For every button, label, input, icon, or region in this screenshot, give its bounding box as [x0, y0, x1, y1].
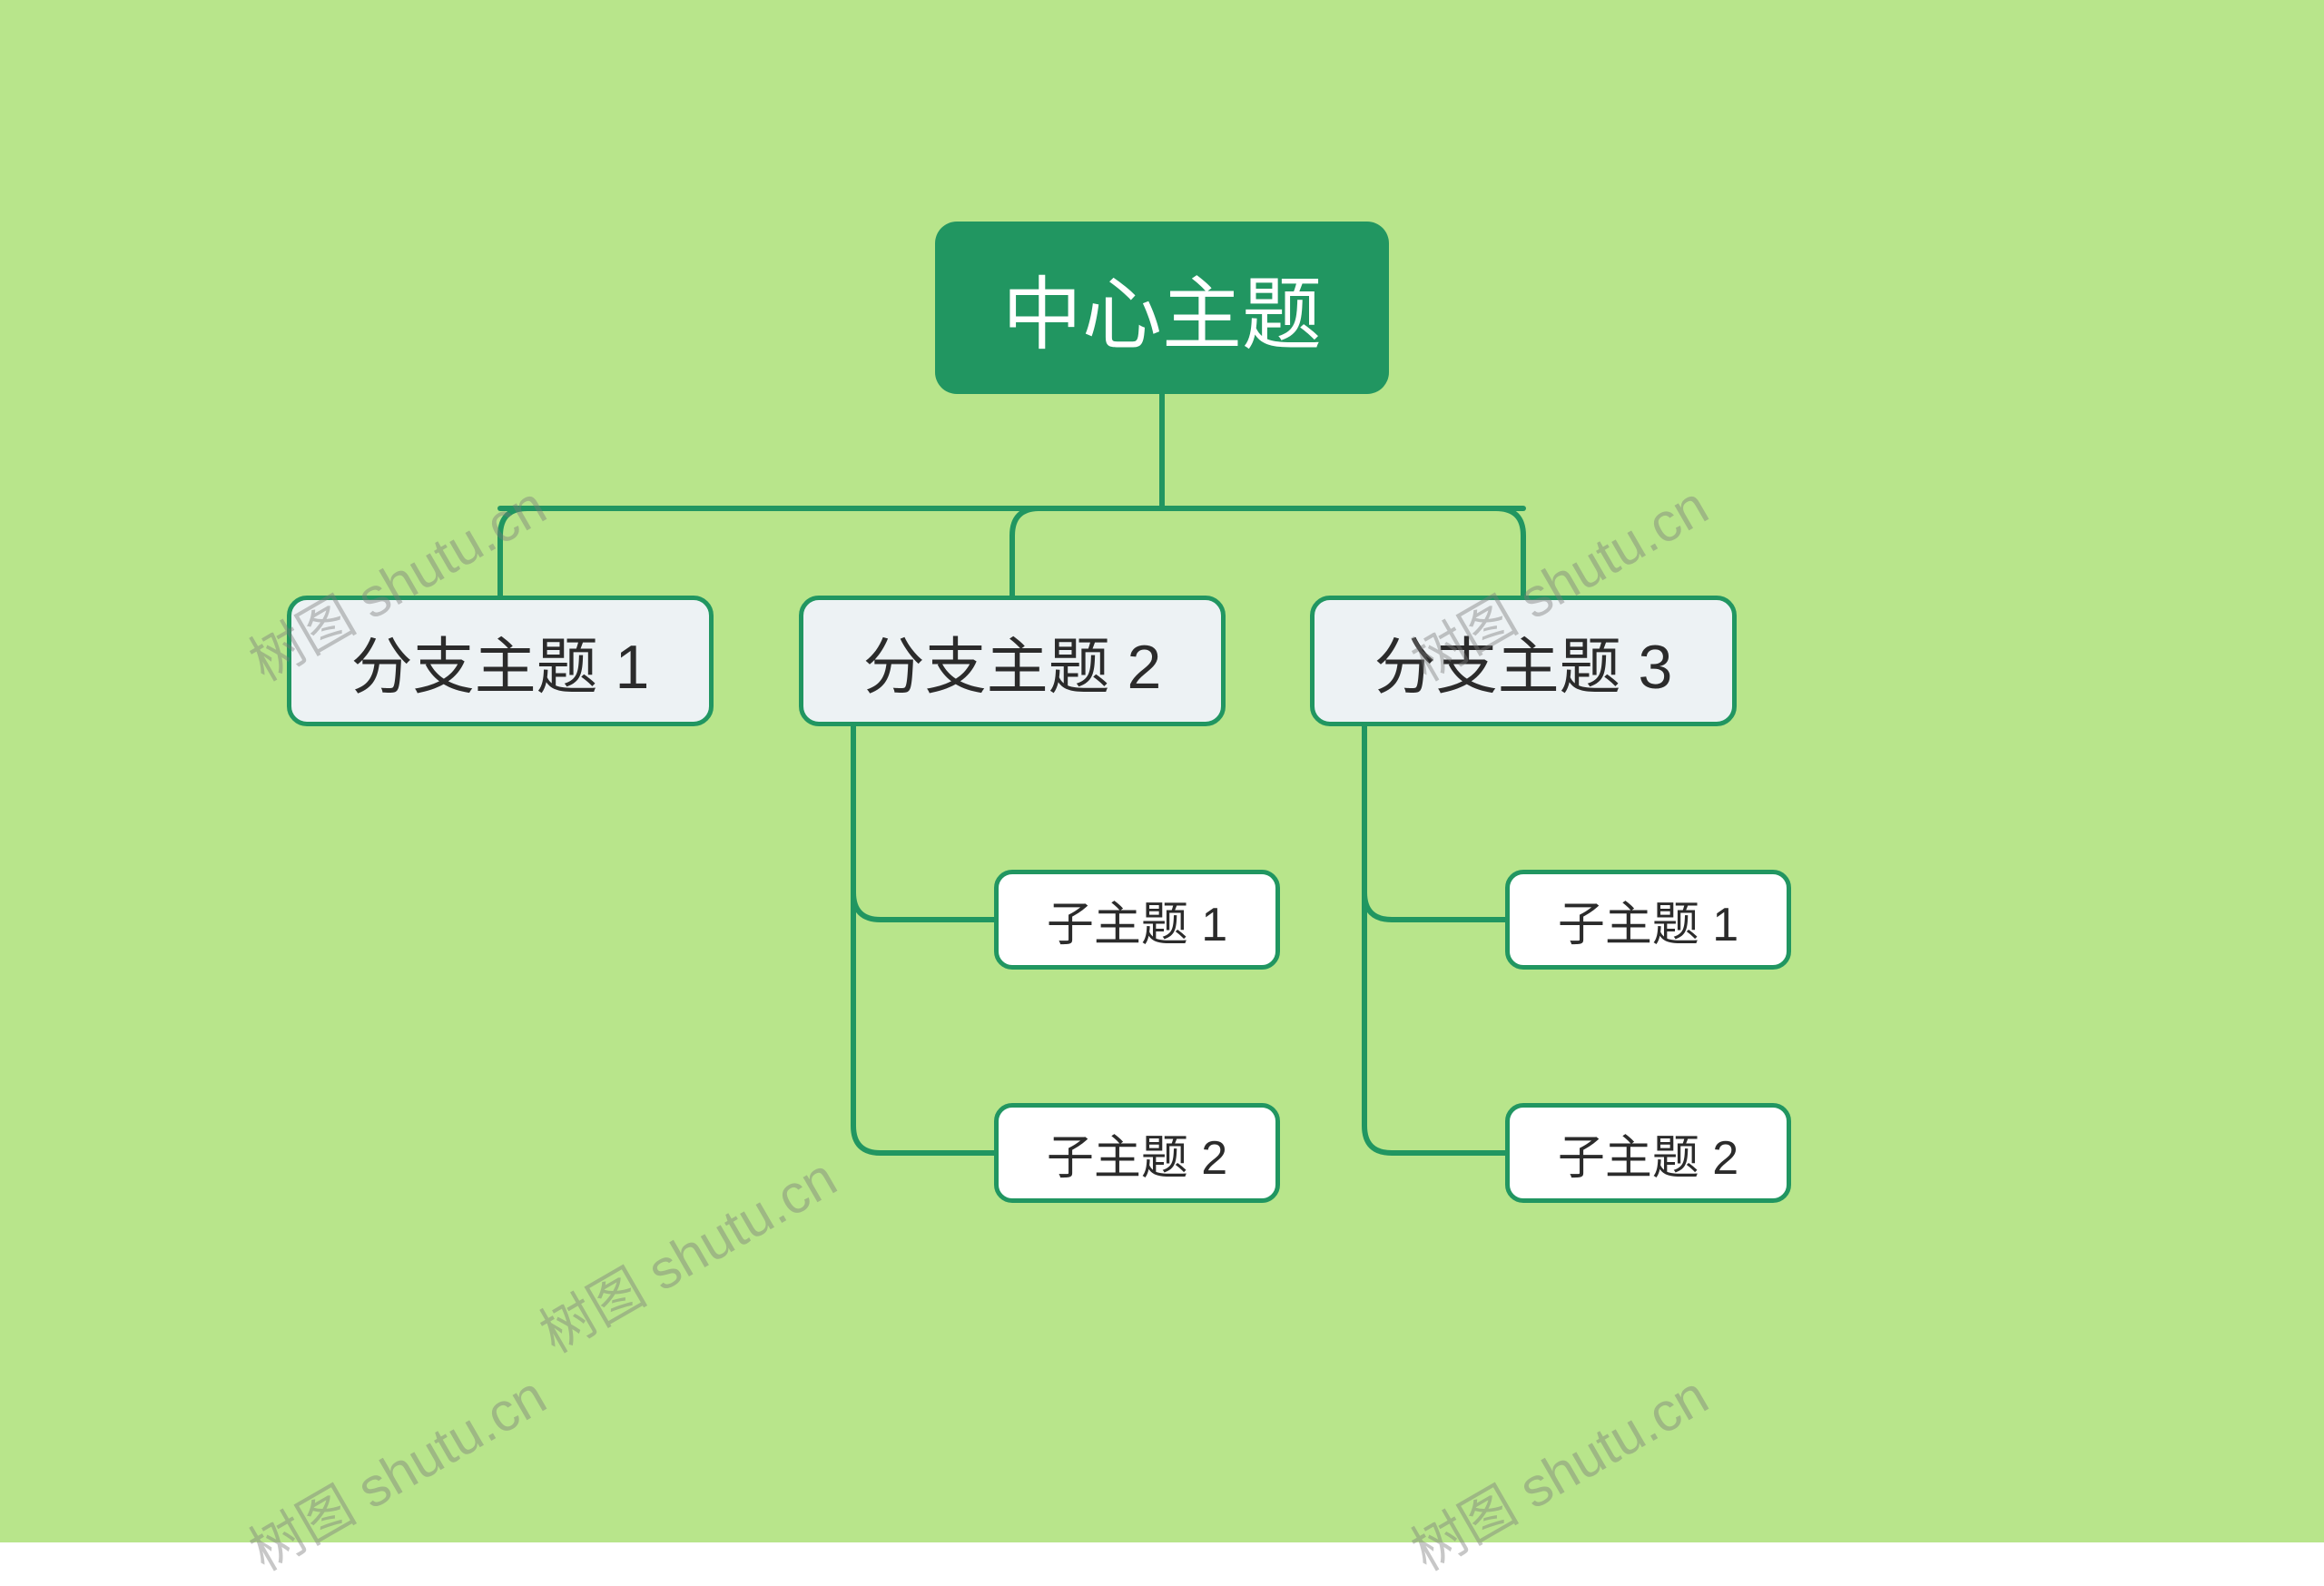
subtopic-label: 子主题 1 [1047, 886, 1227, 954]
branch-node-3[interactable]: 分支主题 3 [1310, 596, 1737, 726]
branch-label: 分支主题 2 [863, 616, 1162, 706]
central-topic-node[interactable]: 中心主题 [935, 222, 1389, 394]
subtopic-node[interactable]: 子主题 1 [1505, 870, 1791, 970]
branch-node-1[interactable]: 分支主题 1 [287, 596, 714, 726]
branch-label: 分支主题 1 [351, 616, 650, 706]
mindmap-canvas: 中心主题 分支主题 1 分支主题 2 子主题 1 子主题 2 分支主题 3 子主… [0, 0, 2324, 1542]
subtopic-label: 子主题 2 [1047, 1119, 1227, 1187]
subtopic-node[interactable]: 子主题 2 [994, 1103, 1280, 1203]
subtopic-label: 子主题 2 [1558, 1119, 1738, 1187]
central-topic-label: 中心主题 [1002, 251, 1322, 366]
branch-label: 分支主题 3 [1374, 616, 1673, 706]
subtopic-node[interactable]: 子主题 1 [994, 870, 1280, 970]
subtopic-label: 子主题 1 [1558, 886, 1738, 954]
subtopic-node[interactable]: 子主题 2 [1505, 1103, 1791, 1203]
branch-node-2[interactable]: 分支主题 2 [799, 596, 1226, 726]
